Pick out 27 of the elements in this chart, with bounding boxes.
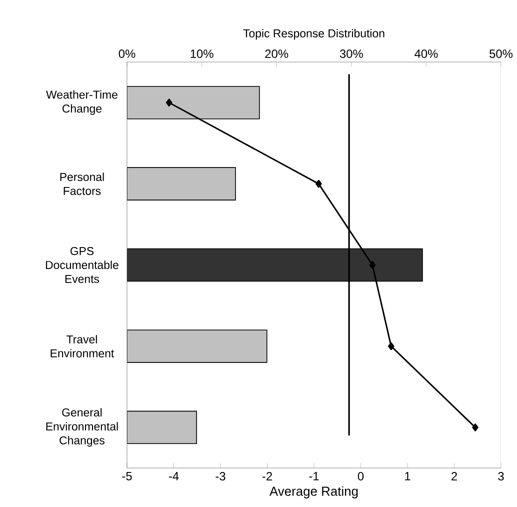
x2-tick-label: 50% [490, 50, 513, 58]
point [388, 342, 394, 350]
x-tick-label: -3 [216, 472, 226, 480]
point [369, 261, 376, 269]
x2-tick-label: 10% [190, 50, 214, 58]
x-tick-label: -5 [122, 472, 132, 480]
x-tick-label: 2 [452, 472, 457, 480]
y-tick-label: Weather-Time Change [46, 90, 118, 115]
x-tick-label: 1 [405, 472, 410, 480]
y-tick-label: Travel Environment [50, 335, 114, 358]
y-tick-label: Personal Factors [60, 172, 104, 195]
x2-tick-label: 0% [118, 50, 136, 58]
x-axis-title: Average Rating [270, 486, 358, 498]
x-tick-label: 0 [358, 472, 364, 480]
point [316, 180, 322, 188]
x-tick-label: 3 [498, 472, 504, 480]
y-tick-label: General Environmental Changes [46, 408, 118, 447]
x2-tick-label: 40% [414, 50, 438, 58]
x2-tick-label: 20% [265, 50, 288, 58]
x-tick-label: -2 [262, 472, 272, 480]
x-tick-label: -1 [309, 472, 319, 480]
x-tick-label: -4 [168, 472, 179, 480]
x2-axis-title: Topic Response Distribution [243, 29, 384, 40]
point [472, 423, 478, 432]
x2-tick-label: 30% [340, 50, 363, 58]
point [166, 98, 172, 107]
y-tick-label: GPS Documentable Events [46, 247, 118, 284]
